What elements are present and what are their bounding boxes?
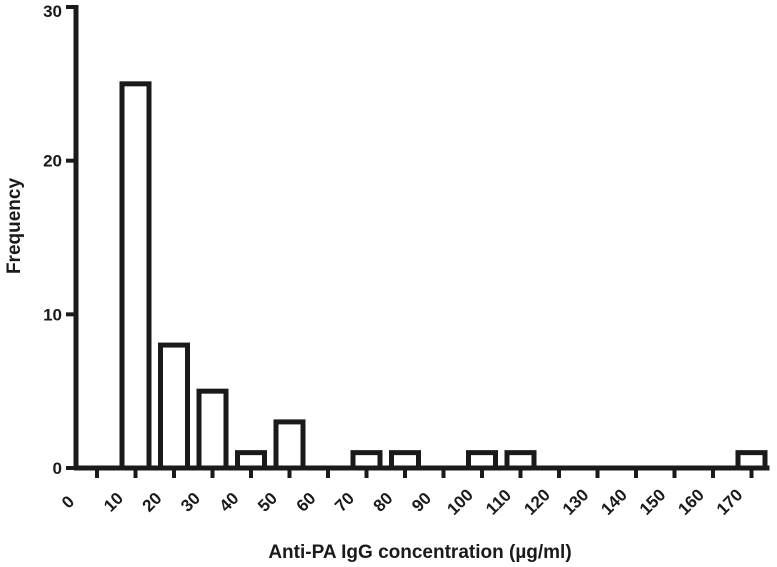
y-tick-label: 30: [43, 2, 62, 21]
x-tick-label: 30: [177, 489, 204, 516]
y-tick-label: 10: [43, 305, 62, 324]
y-axis-title: Frequency: [4, 178, 25, 275]
x-tick-label: 130: [559, 485, 592, 518]
x-tick-label: 110: [482, 486, 515, 519]
x-tick-label: 160: [674, 485, 707, 518]
bars-group: [119, 81, 768, 471]
bar-10: [119, 81, 152, 471]
x-tick-label: 80: [370, 489, 397, 516]
y-tick-label: 0: [53, 459, 62, 478]
x-tick-label: 20: [139, 489, 166, 516]
x-tick-label: 70: [331, 489, 358, 516]
x-tick-label: 90: [408, 489, 435, 516]
x-tick-label: 100: [443, 485, 476, 518]
x-tick-label: 60: [293, 489, 320, 516]
x-axis-title: Anti-PA IgG concentration (µg/ml): [268, 542, 571, 563]
x-tick-label: 10: [100, 489, 127, 516]
x-tick-label: 0: [58, 492, 78, 512]
bar-50: [273, 419, 306, 471]
x-tick-label: 40: [216, 489, 243, 516]
x-tick-label: 170: [713, 485, 746, 518]
y-tick-label: 20: [43, 152, 62, 171]
x-tick-label: 140: [597, 485, 630, 518]
y-axis-ticks: 0 10 20 30: [43, 2, 76, 478]
x-tick-label: 150: [636, 485, 669, 518]
bar-30: [196, 388, 229, 471]
bar-20: [158, 342, 190, 471]
x-tick-label: 50: [254, 489, 281, 516]
x-axis-ticks: 0 10 20 30 40 50 60 70 80 90 100 110 120 130 140 150 160…: [58, 468, 754, 519]
x-tick-label: 120: [520, 485, 553, 518]
